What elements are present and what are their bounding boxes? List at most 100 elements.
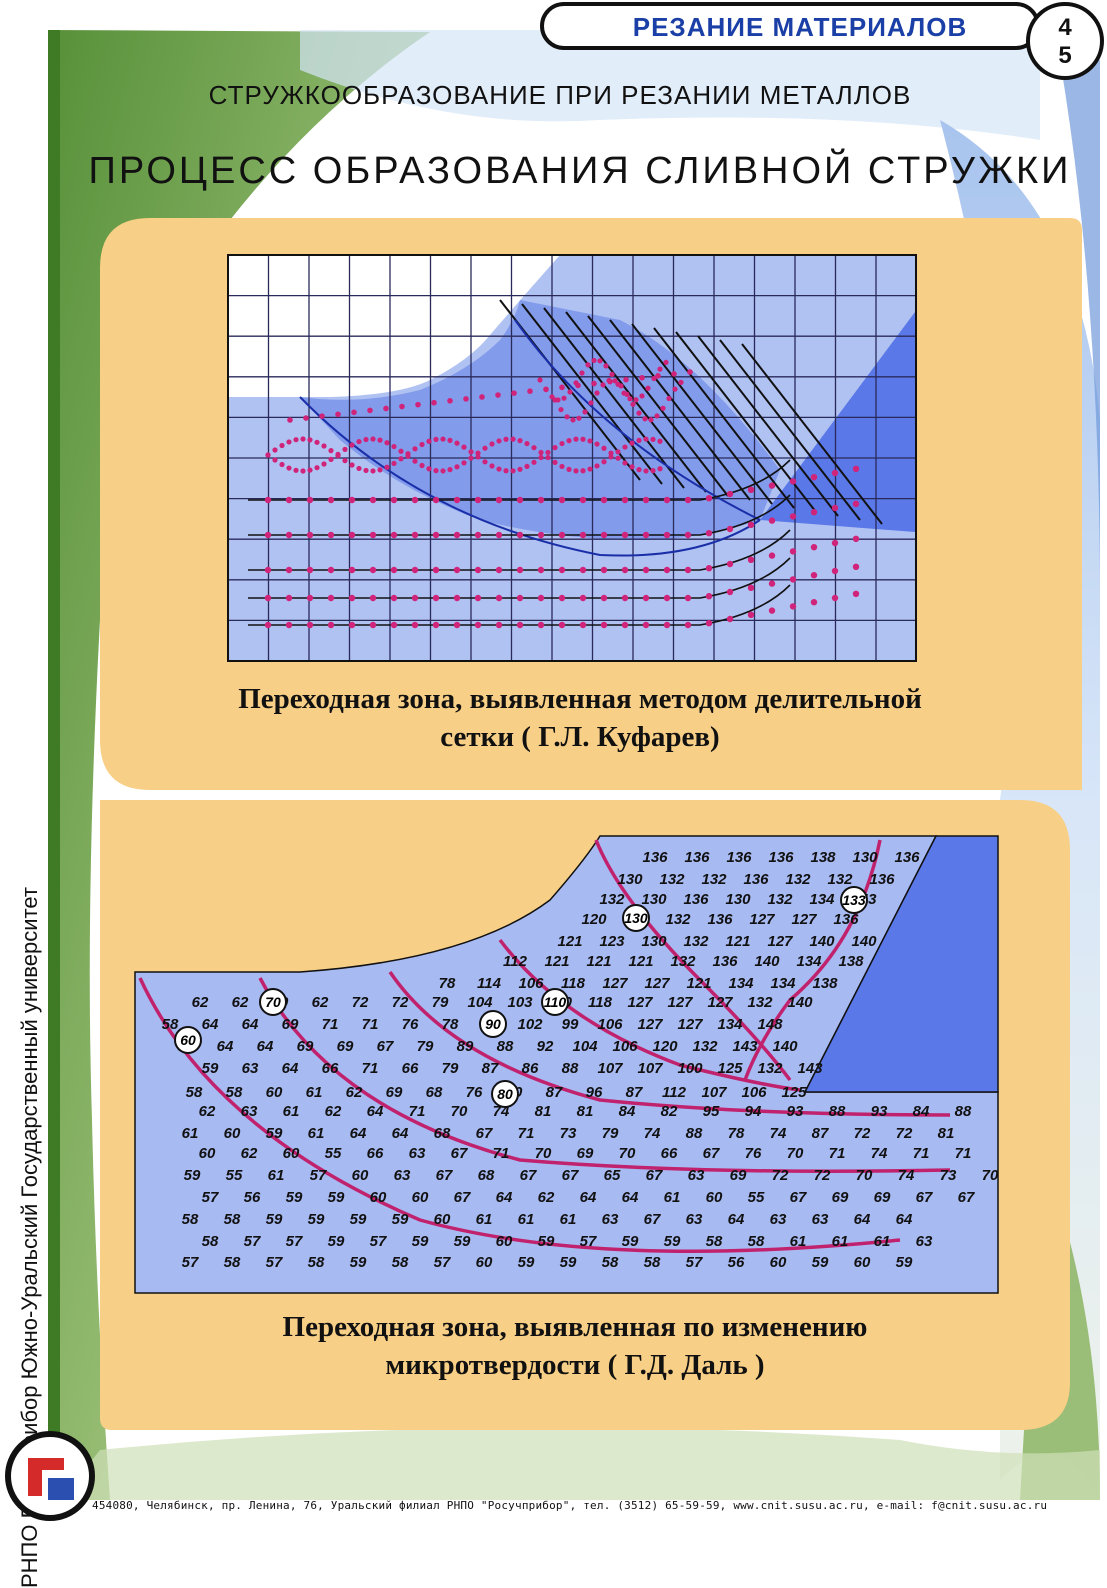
hardness-value: 121	[725, 933, 750, 950]
grid-marker	[643, 468, 649, 474]
grid-marker	[603, 363, 609, 369]
hardness-value: 121	[544, 953, 569, 970]
grid-marker	[348, 531, 356, 539]
hardness-value: 61	[476, 1211, 493, 1228]
grid-marker	[671, 371, 677, 377]
grid-marker	[412, 446, 418, 452]
grid-marker	[768, 482, 776, 489]
hardness-value: 57	[310, 1167, 327, 1184]
grid-marker	[496, 466, 502, 472]
hardness-value: 79	[432, 994, 449, 1011]
hardness-value: 136	[684, 849, 710, 866]
deformed-line	[609, 319, 751, 501]
page-number-bottom: 5	[1058, 42, 1072, 69]
hardness-value: 136	[726, 849, 752, 866]
hardness-value: 73	[940, 1167, 957, 1184]
hardness-value: 59	[454, 1233, 471, 1250]
hardness-value: 81	[577, 1103, 594, 1120]
grid-marker	[558, 621, 566, 629]
hardness-value: 63	[686, 1211, 703, 1228]
grid-marker	[349, 462, 355, 468]
deformed-line	[248, 529, 791, 571]
hardness-value: 71	[493, 1145, 510, 1162]
hardness-value: 127	[667, 994, 693, 1011]
circled-value: 80	[497, 1086, 513, 1102]
hardness-value: 59	[202, 1060, 219, 1077]
hardness-value: 79	[602, 1125, 619, 1142]
grid-marker	[327, 531, 335, 539]
hardness-value: 140	[754, 953, 780, 970]
grid-marker	[622, 444, 628, 450]
hardness-value: 88	[955, 1103, 972, 1120]
hardness-value: 57	[182, 1254, 199, 1271]
hardness-value: 87	[482, 1060, 499, 1077]
grid-marker	[384, 464, 390, 470]
grid-marker	[582, 409, 588, 415]
grid-marker	[643, 436, 649, 442]
grid-marker	[349, 442, 355, 448]
grid-marker	[300, 436, 306, 442]
hardness-value: 87	[626, 1084, 643, 1101]
grid-marker	[831, 594, 839, 602]
hardness-value: 96	[586, 1084, 603, 1101]
hardness-value: 72	[854, 1125, 871, 1142]
hardness-value: 61	[560, 1211, 577, 1228]
grid-marker	[555, 397, 561, 403]
grid-marker	[391, 460, 397, 467]
grid-marker	[511, 390, 517, 396]
grid-marker	[655, 373, 661, 379]
grid-marker	[594, 463, 600, 469]
hardness-value: 59	[412, 1233, 429, 1250]
grid-marker	[789, 603, 797, 610]
hardness-value: 62	[538, 1189, 555, 1206]
grid-marker	[351, 409, 357, 416]
hardness-value: 95	[703, 1103, 720, 1120]
hardness-value: 71	[322, 1016, 339, 1033]
grid-marker	[705, 620, 713, 627]
hardness-value: 71	[409, 1103, 426, 1120]
hardness-value: 93	[871, 1103, 888, 1120]
grid-marker	[579, 621, 587, 629]
grid-marker	[369, 621, 377, 629]
hardness-value: 140	[809, 933, 835, 950]
hardness-value: 65	[604, 1167, 621, 1184]
hardness-value: 67	[436, 1167, 453, 1184]
grid-marker	[307, 437, 313, 443]
grid-marker	[432, 621, 440, 629]
hardness-value: 57	[266, 1254, 283, 1271]
grid-marker	[645, 385, 651, 391]
grid-marker	[852, 535, 860, 542]
grid-marker	[642, 531, 650, 539]
grid-marker	[627, 396, 633, 402]
hardness-value: 60	[706, 1189, 723, 1206]
hardness-value: 72	[896, 1125, 913, 1142]
hardness-value: 59	[328, 1189, 345, 1206]
grid-marker	[383, 405, 389, 412]
hardness-value: 92	[537, 1038, 554, 1055]
grid-marker	[390, 531, 398, 539]
grid-marker	[636, 410, 642, 416]
circled-value: 70	[265, 994, 281, 1010]
hardness-value: 60	[352, 1167, 369, 1184]
hardness-value: 138	[838, 953, 864, 970]
grid-marker	[495, 392, 501, 398]
grid-marker	[356, 438, 362, 445]
hardness-value: 61	[308, 1125, 325, 1142]
grid-marker	[580, 468, 586, 474]
grid-marker	[810, 599, 818, 606]
circled-value-marker	[259, 988, 287, 1016]
grid-marker	[684, 496, 692, 504]
grid-marker	[327, 496, 335, 504]
grid-marker	[573, 436, 579, 442]
hardness-value: 69	[337, 1038, 354, 1055]
grid-marker	[600, 496, 608, 504]
grid-marker	[390, 594, 398, 602]
hardness-value: 74	[770, 1125, 787, 1142]
hardness-value: 59	[328, 1233, 345, 1250]
hardness-value: 63	[916, 1233, 933, 1250]
hardness-value: 60	[476, 1254, 493, 1271]
hardness-value: 61	[268, 1167, 285, 1184]
hardness-value: 88	[497, 1038, 514, 1055]
grid-marker	[639, 393, 645, 399]
